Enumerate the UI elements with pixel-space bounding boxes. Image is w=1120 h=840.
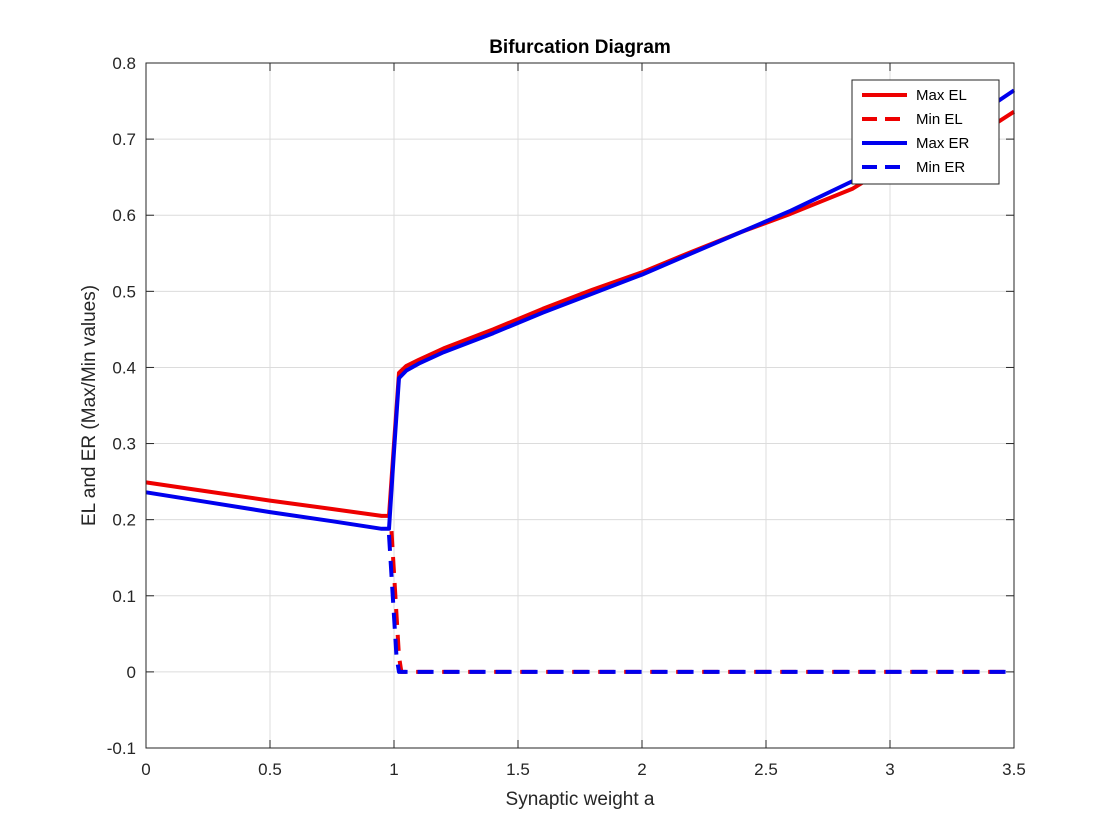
x-axis-label: Synaptic weight a	[506, 789, 655, 810]
legend-label: Min EL	[916, 111, 963, 128]
y-tick-label: 0.3	[112, 435, 136, 454]
legend-label: Max ER	[916, 135, 970, 152]
legend-label: Max EL	[916, 87, 967, 104]
x-tick-label: 3	[885, 760, 894, 779]
chart-title: Bifurcation Diagram	[489, 37, 671, 58]
y-tick-label: 0.6	[112, 206, 136, 225]
x-tick-label: 2.5	[754, 760, 778, 779]
y-tick-label: 0.7	[112, 130, 136, 149]
y-tick-label: -0.1	[107, 739, 136, 758]
x-tick-label: 3.5	[1002, 760, 1026, 779]
y-tick-label: 0	[127, 663, 136, 682]
y-tick-label: 0.1	[112, 587, 136, 606]
legend: Max EL Min EL Max ER Min ER	[852, 80, 999, 184]
x-tick-label: 2	[637, 760, 646, 779]
legend-label: Min ER	[916, 159, 965, 176]
x-tick-label: 0	[141, 760, 150, 779]
x-tick-label: 1	[389, 760, 398, 779]
y-axis-label: EL and ER (Max/Min values)	[79, 285, 100, 526]
y-tick-label: 0.4	[112, 358, 136, 377]
y-tick-label: 0.8	[112, 54, 136, 73]
y-tick-label: 0.2	[112, 511, 136, 530]
y-tick-label: 0.5	[112, 282, 136, 301]
x-tick-label: 1.5	[506, 760, 530, 779]
x-tick-label: 0.5	[258, 760, 282, 779]
